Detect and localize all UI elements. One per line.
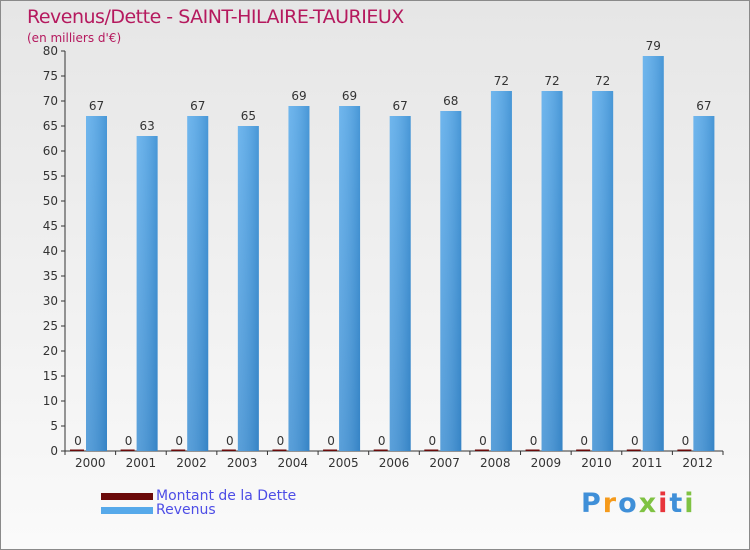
x-tick-label: 2012 (682, 456, 713, 470)
data-label-revenus: 72 (544, 74, 559, 88)
bar-dette (323, 449, 338, 451)
chart-title: Revenus/Dette - SAINT-HILAIRE-TAURIEUX (27, 6, 404, 28)
logo-letter: i (684, 488, 696, 519)
x-tick-label: 2001 (126, 456, 157, 470)
data-label-dette: 0 (682, 434, 690, 448)
bar-revenus-shade (339, 106, 361, 451)
x-tick-label: 2004 (277, 456, 308, 470)
bar-revenus-shade (541, 91, 563, 451)
data-label-dette: 0 (175, 434, 183, 448)
bar-dette (120, 449, 135, 451)
data-label-revenus: 67 (190, 99, 205, 113)
y-tick-label: 40 (43, 244, 58, 258)
bar-dette (626, 449, 641, 451)
data-label-dette: 0 (479, 434, 487, 448)
data-label-revenus: 67 (89, 99, 104, 113)
legend-swatch-dette (101, 493, 153, 500)
data-label-dette: 0 (277, 434, 285, 448)
y-tick-label: 5 (50, 419, 58, 433)
x-tick-label: 2008 (480, 456, 511, 470)
bar-revenus-shade (440, 111, 462, 451)
logo-letter: t (669, 488, 685, 519)
bar-revenus-shade (237, 126, 259, 451)
data-label-dette: 0 (226, 434, 234, 448)
bar-revenus-shade (693, 116, 715, 451)
x-tick-label: 2002 (176, 456, 207, 470)
y-tick-label: 60 (43, 144, 58, 158)
bar-revenus-shade (136, 136, 158, 451)
data-label-revenus: 65 (241, 109, 256, 123)
x-tick-label: 2003 (227, 456, 258, 470)
bar-revenus-shade (187, 116, 209, 451)
y-tick-label: 45 (43, 219, 58, 233)
legend-swatch-revenus (101, 507, 153, 514)
data-label-revenus: 67 (393, 99, 408, 113)
data-label-revenus: 69 (291, 89, 306, 103)
bar-revenus-shade (490, 91, 512, 451)
data-label-revenus: 68 (443, 94, 458, 108)
bar-revenus-shade (288, 106, 310, 451)
bar-revenus-shade (389, 116, 411, 451)
x-tick-label: 2006 (379, 456, 410, 470)
data-label-dette: 0 (327, 434, 335, 448)
bar-revenus-shade (642, 56, 664, 451)
data-label-revenus: 63 (139, 119, 154, 133)
x-tick-label: 2009 (531, 456, 562, 470)
legend-label-dette: Montant de la Dette (156, 488, 297, 504)
data-label-dette: 0 (580, 434, 588, 448)
data-label-revenus: 67 (696, 99, 711, 113)
y-tick-label: 20 (43, 344, 58, 358)
bar-dette (171, 449, 186, 451)
y-tick-label: 35 (43, 269, 58, 283)
x-tick-label: 2005 (328, 456, 359, 470)
bar-dette (474, 449, 489, 451)
bar-dette (525, 449, 540, 451)
logo-letter: r (602, 488, 619, 519)
data-label-dette: 0 (428, 434, 436, 448)
bar-revenus-shade (86, 116, 107, 451)
logo-letter: P (581, 488, 603, 519)
y-tick-label: 10 (43, 394, 58, 408)
data-label-dette: 0 (530, 434, 538, 448)
data-label-revenus: 79 (646, 39, 661, 53)
logo-letter: i (658, 488, 670, 519)
y-tick-label: 70 (43, 94, 58, 108)
data-label-dette: 0 (125, 434, 133, 448)
bar-revenus-shade (592, 91, 614, 451)
y-tick-label: 30 (43, 294, 58, 308)
bar-dette (221, 449, 236, 451)
y-tick-label: 25 (43, 319, 58, 333)
x-tick-label: 2011 (632, 456, 663, 470)
y-tick-label: 80 (43, 44, 58, 58)
y-tick-label: 15 (43, 369, 58, 383)
y-tick-label: 50 (43, 194, 58, 208)
chart-subtitle: (en milliers d'€) (27, 31, 122, 45)
x-tick-label: 2007 (429, 456, 460, 470)
bar-dette (576, 449, 591, 451)
legend-label-revenus: Revenus (156, 502, 216, 518)
data-label-revenus: 69 (342, 89, 357, 103)
x-tick-label: 2010 (581, 456, 612, 470)
data-label-dette: 0 (631, 434, 639, 448)
x-tick-label: 2000 (75, 456, 106, 470)
y-tick-label: 55 (43, 169, 58, 183)
y-tick-label: 75 (43, 69, 58, 83)
bar-dette (424, 449, 439, 451)
y-tick-label: 0 (50, 444, 58, 458)
proxiti-logo: Proxiti (581, 488, 696, 519)
y-tick-label: 65 (43, 119, 58, 133)
logo-letter: x (638, 488, 659, 519)
data-label-revenus: 72 (595, 74, 610, 88)
logo-letter: o (618, 488, 639, 519)
bar-dette (70, 449, 84, 451)
bar-dette (272, 449, 287, 451)
data-label-dette: 0 (378, 434, 386, 448)
bar-dette (373, 449, 388, 451)
data-label-dette: 0 (74, 434, 82, 448)
data-label-revenus: 72 (494, 74, 509, 88)
bar-dette (677, 449, 692, 451)
